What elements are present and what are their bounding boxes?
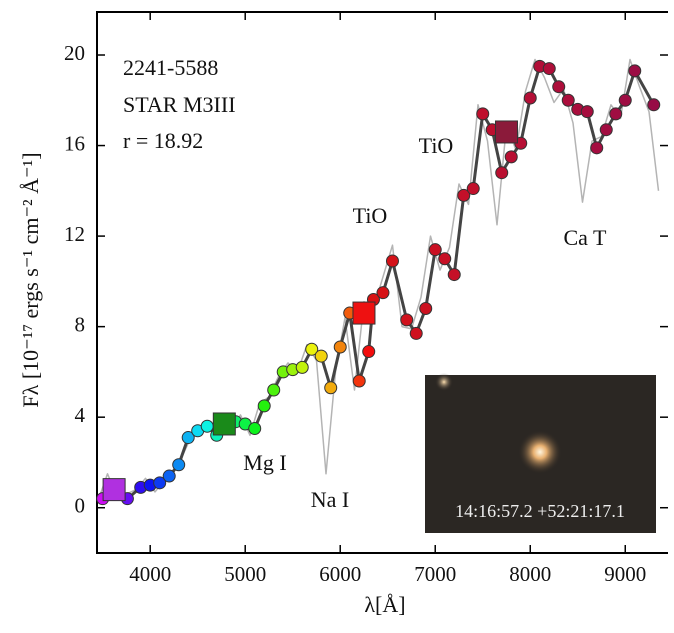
point [162, 469, 176, 483]
point [523, 91, 537, 105]
point [400, 313, 414, 327]
point [362, 345, 376, 359]
point [376, 286, 390, 300]
point [172, 458, 186, 472]
x-tick-label: 8000 [509, 562, 551, 586]
x-tick-label: 4000 [129, 562, 171, 586]
point [561, 93, 575, 107]
square-marker [494, 120, 518, 144]
point [447, 268, 461, 282]
point [647, 98, 661, 112]
point [504, 150, 518, 164]
star [435, 373, 453, 391]
x-tick-label: 6000 [319, 562, 361, 586]
point [324, 381, 338, 395]
point [476, 107, 490, 121]
annotation: Na I [311, 487, 349, 512]
point [428, 243, 442, 257]
x-tick-label: 9000 [604, 562, 646, 586]
point [457, 188, 471, 202]
square-marker [212, 412, 236, 436]
point [580, 105, 594, 119]
point [314, 349, 328, 363]
point [385, 254, 399, 268]
annotation: 2241-5588 [123, 55, 218, 80]
point [153, 476, 167, 490]
annotation: r = 18.92 [123, 128, 203, 153]
y-tick-label: 20 [64, 41, 85, 65]
annotation: Ca T [564, 225, 608, 250]
x-tick-label: 7000 [414, 562, 456, 586]
point [628, 64, 642, 78]
y-tick-label: 4 [75, 403, 86, 427]
y-tick-label: 8 [75, 312, 86, 336]
point [609, 107, 623, 121]
point [419, 302, 433, 316]
point [438, 252, 452, 266]
annotation: TiO [419, 133, 454, 158]
point [305, 342, 319, 356]
axes-frame [96, 11, 668, 554]
annotation: STAR M3III [123, 92, 236, 117]
y-axis-label: Fλ [10⁻¹⁷ ergs s⁻¹ cm⁻² Å⁻¹] [18, 152, 43, 407]
galaxy [518, 430, 562, 474]
point [542, 62, 556, 76]
point [267, 383, 281, 397]
plot-area: 4000 5000 6000 7000 8000 9000 0 4 8 12 16 20 [64, 11, 668, 586]
point [590, 141, 604, 155]
point [295, 360, 309, 374]
y-tick-label: 16 [64, 131, 85, 155]
point [618, 93, 632, 107]
point [257, 399, 271, 413]
annotation: Mg I [243, 450, 286, 475]
point [248, 422, 262, 436]
square-marker [102, 478, 126, 502]
square-marker [352, 301, 376, 325]
inset-image: 14:16:57.2 +52:21:17.1 [425, 373, 656, 533]
point [466, 182, 480, 196]
point [333, 340, 347, 354]
point [495, 166, 509, 180]
point [552, 80, 566, 94]
point [181, 431, 195, 445]
y-tick-label: 0 [75, 494, 86, 518]
point [409, 326, 423, 340]
point [599, 123, 613, 137]
x-axis-label: λ[Å] [364, 592, 405, 617]
point [200, 419, 214, 433]
y-tick-label: 12 [64, 222, 85, 246]
point [352, 374, 366, 388]
inset-label: 14:16:57.2 +52:21:17.1 [455, 501, 625, 521]
annotation: TiO [353, 203, 388, 228]
x-tick-label: 5000 [224, 562, 266, 586]
